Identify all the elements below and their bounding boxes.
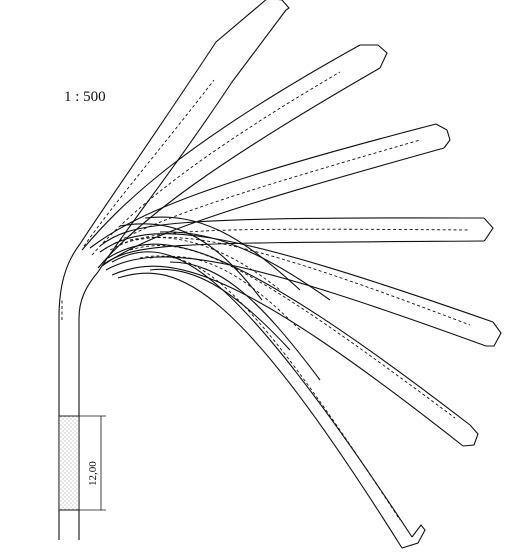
dimension-marker [79, 415, 106, 511]
vehicle-body-stipple [58, 415, 80, 511]
swept-path-3 [89, 123, 451, 267]
swept-path-2 [81, 44, 388, 269]
swept-path-7 [111, 251, 426, 549]
sweep-envelope-lines [119, 216, 331, 381]
dimension-label: 12,00 [87, 461, 99, 486]
swept-path-6 [107, 243, 479, 447]
swept-path-5 [99, 233, 502, 347]
scale-label: 1 : 500 [64, 89, 106, 105]
